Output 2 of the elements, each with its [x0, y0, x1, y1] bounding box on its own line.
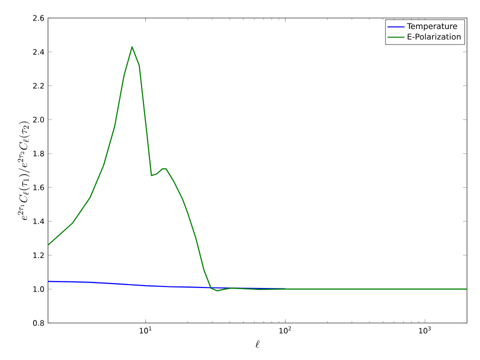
- y-axis-title: $e^{2\tau_1} C_\ell(\tau_1)/e^{2\tau_2} C_\ell(\tau_2)$: [18, 122, 30, 220]
- x-axis-title: $\ell$: [255, 340, 260, 348]
